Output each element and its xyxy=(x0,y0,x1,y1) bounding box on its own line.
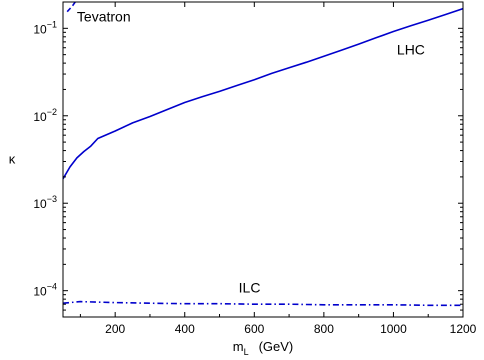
y-tick-label: 10−4 xyxy=(33,282,57,299)
y-tick-label-base: 10 xyxy=(33,197,47,211)
x-tick-label: 600 xyxy=(244,322,264,336)
annotation-tevatron: Tevatron xyxy=(77,8,131,24)
y-tick-label-exponent: −2 xyxy=(47,107,57,117)
x-axis-label-main: m xyxy=(233,339,244,354)
x-tick-label: 1200 xyxy=(450,322,477,336)
series-lhc-line xyxy=(63,7,463,180)
annotation-lhc: LHC xyxy=(397,42,425,58)
y-tick-label: 10−3 xyxy=(33,194,57,211)
x-axis-label-sub: L xyxy=(244,347,249,357)
y-tick-label-base: 10 xyxy=(33,285,47,299)
y-axis-label: κ xyxy=(9,152,16,167)
y-tick-label-exponent: −3 xyxy=(47,194,57,204)
y-tick-label-exponent: −4 xyxy=(47,282,57,292)
series-tevatron-line xyxy=(66,2,76,13)
x-tick-label: 800 xyxy=(314,322,334,336)
x-tick-label: 200 xyxy=(105,322,125,336)
x-axis-label: mL (GeV) xyxy=(233,339,294,357)
y-tick-label-base: 10 xyxy=(33,110,47,124)
y-tick-label-base: 10 xyxy=(33,22,47,36)
x-axis-label-unit: (GeV) xyxy=(259,339,294,354)
annotation-ilc: ILC xyxy=(239,280,261,296)
x-tick-label: 1000 xyxy=(380,322,407,336)
series-ilc-line xyxy=(63,300,463,307)
y-tick-label: 10−2 xyxy=(33,107,57,124)
plot-frame xyxy=(62,1,464,318)
y-tick-label-exponent: −1 xyxy=(47,19,57,29)
x-tick-label: 400 xyxy=(175,322,195,336)
y-tick-label: 10−1 xyxy=(33,19,57,36)
